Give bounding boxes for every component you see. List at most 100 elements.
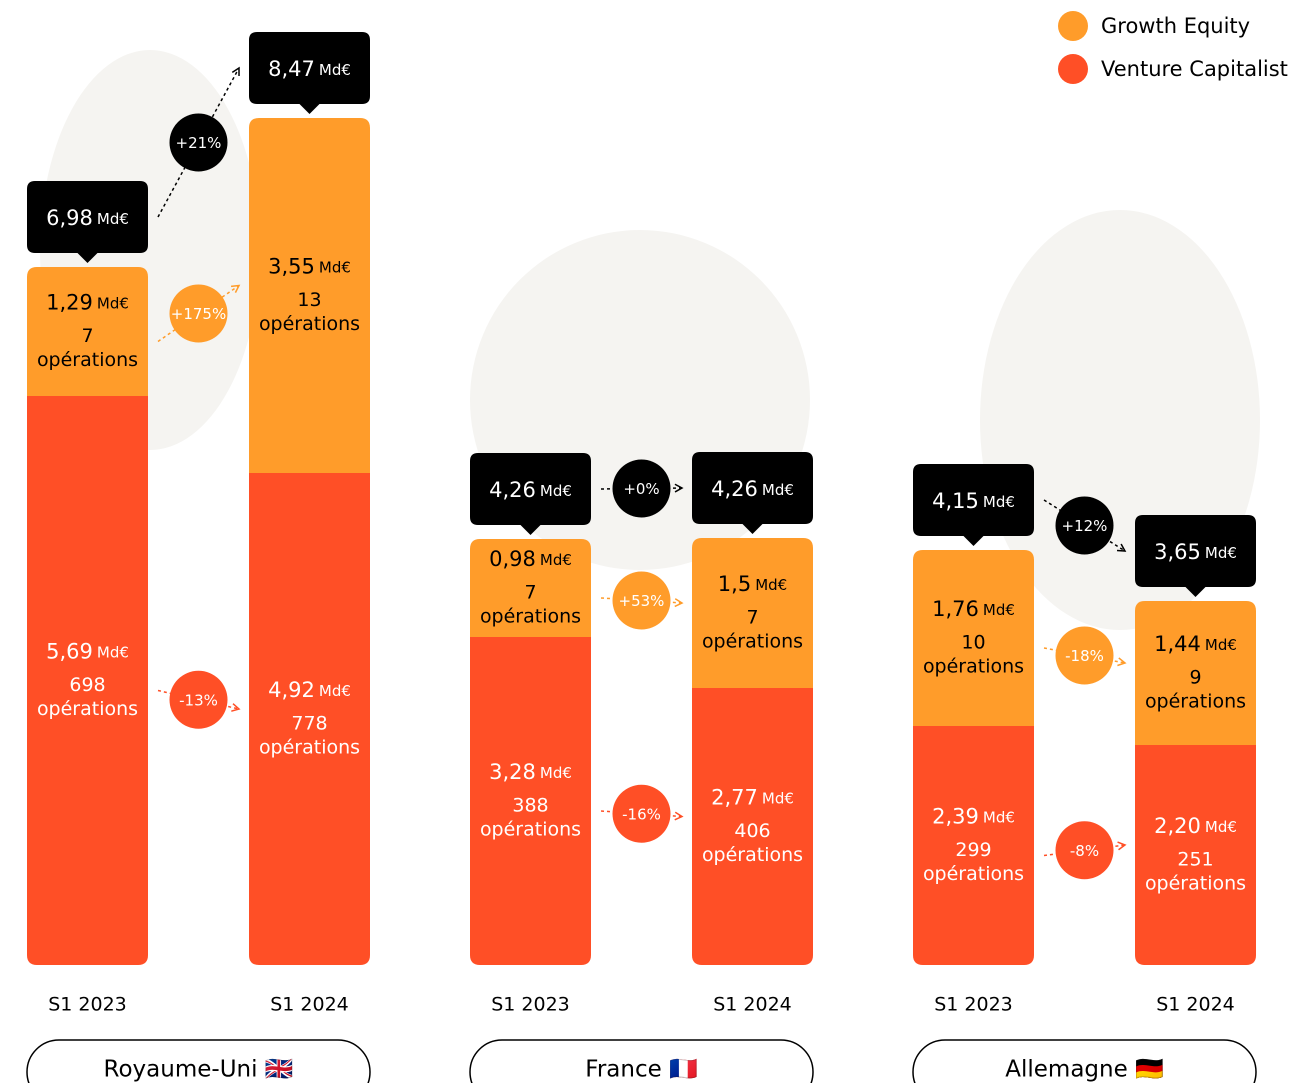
total-badge	[27, 181, 148, 263]
segment-value: 2,20 Md€	[1154, 814, 1237, 838]
segment-value: 2,39 Md€	[932, 805, 1015, 829]
segment-operations-label: opérations	[480, 606, 581, 628]
change-badge	[1055, 496, 1114, 555]
change-badge	[1055, 626, 1114, 685]
total-value-number: 8,47	[268, 57, 315, 81]
change-arrow-head	[674, 598, 684, 608]
bar-segment	[1135, 601, 1256, 745]
total-value-unit: Md€	[1205, 544, 1237, 562]
segment-operations-label: opérations	[480, 819, 581, 841]
bar-segment	[470, 539, 591, 637]
total-value: 4,15 Md€	[932, 489, 1015, 513]
segment-operations-label: opérations	[259, 737, 360, 759]
segment-value: 1,44 Md€	[1154, 632, 1237, 656]
segment-operations-label: opérations	[1145, 873, 1246, 895]
segment-value: 1,76 Md€	[932, 597, 1015, 621]
segment-value: 0,98 Md€	[489, 547, 572, 571]
segment-operations: 10	[961, 632, 985, 654]
change-arrow-head	[674, 811, 684, 821]
total-value: 4,26 Md€	[489, 478, 572, 502]
segment-value-number: 1,29	[46, 291, 93, 315]
change-badge	[1055, 821, 1114, 880]
segment-value-unit: Md€	[540, 764, 572, 782]
segment-value-unit: Md€	[983, 601, 1015, 619]
change-arrow	[1043, 499, 1126, 552]
segment-operations: 9	[1189, 667, 1201, 689]
change-label: -8%	[1070, 842, 1099, 860]
segment-value-number: 2,77	[711, 786, 758, 810]
total-value-number: 4,26	[711, 477, 758, 501]
segment-operations: 7	[81, 325, 93, 347]
segment-value-number: 3,55	[268, 255, 315, 279]
total-badge	[1135, 515, 1256, 597]
segment-value: 3,55 Md€	[268, 255, 351, 279]
change-arrow-head	[231, 703, 241, 712]
segment-value: 3,28 Md€	[489, 760, 572, 784]
x-tick-label: S1 2023	[934, 994, 1013, 1016]
segment-operations-label: opérations	[259, 313, 360, 335]
change-arrow-head	[1117, 841, 1127, 851]
total-value-unit: Md€	[983, 493, 1015, 511]
segment-value-unit: Md€	[983, 808, 1015, 826]
legend-label: Venture Capitalist	[1101, 57, 1288, 81]
segment-value-number: 1,44	[1154, 632, 1201, 656]
segment-value-unit: Md€	[319, 682, 351, 700]
legend-swatch	[1058, 54, 1088, 84]
x-tick-label: S1 2024	[270, 994, 349, 1016]
total-value-number: 4,26	[489, 478, 536, 502]
segment-value: 4,92 Md€	[268, 678, 351, 702]
total-badge	[692, 452, 813, 534]
segment-operations: 7	[746, 607, 758, 629]
change-badge	[612, 459, 671, 518]
bar-segment	[913, 550, 1034, 726]
change-label: +12%	[1062, 517, 1108, 535]
change-arrow-head	[1117, 657, 1127, 667]
segment-value-unit: Md€	[762, 789, 794, 807]
change-badge	[612, 784, 671, 843]
segment-value-number: 1,76	[932, 597, 979, 621]
x-tick-label: S1 2024	[713, 994, 792, 1016]
segment-value-unit: Md€	[540, 551, 572, 569]
segment-operations-label: opérations	[923, 656, 1024, 678]
segment-operations-label: opérations	[702, 844, 803, 866]
bar-segment	[27, 267, 148, 396]
total-value: 4,26 Md€	[711, 477, 794, 501]
total-value-unit: Md€	[762, 481, 794, 499]
segment-value-unit: Md€	[1205, 636, 1237, 654]
segment-operations: 251	[1177, 849, 1213, 871]
bar-segment	[692, 538, 813, 688]
total-value-unit: Md€	[540, 482, 572, 500]
total-value: 3,65 Md€	[1154, 540, 1237, 564]
bar-segment	[470, 637, 591, 965]
x-tick-label: S1 2024	[1156, 994, 1235, 1016]
segment-value-unit: Md€	[319, 258, 351, 276]
x-tick-label: S1 2023	[491, 994, 570, 1016]
segment-operations: 299	[955, 839, 991, 861]
segment-value: 2,77 Md€	[711, 786, 794, 810]
segment-value-number: 1,5	[718, 572, 751, 596]
country-title: Royaume-Uni 🇬🇧	[104, 1057, 294, 1083]
country-pill	[469, 1039, 814, 1083]
legend-label: Growth Equity	[1101, 14, 1250, 38]
total-value-unit: Md€	[97, 210, 129, 228]
total-value-unit: Md€	[319, 61, 351, 79]
country-pill	[26, 1039, 371, 1083]
segment-value-number: 4,92	[268, 678, 315, 702]
segment-value: 5,69 Md€	[46, 640, 129, 664]
bar-segment	[249, 473, 370, 965]
total-badge	[249, 32, 370, 114]
segment-value-number: 2,20	[1154, 814, 1201, 838]
segment-operations-label: opérations	[37, 349, 138, 371]
segment-value-number: 3,28	[489, 760, 536, 784]
change-badge	[169, 284, 228, 343]
total-value-number: 6,98	[46, 206, 93, 230]
total-value: 6,98 Md€	[46, 206, 129, 230]
change-arrow-head	[231, 66, 240, 77]
country-title: Allemagne 🇩🇪	[1005, 1057, 1164, 1083]
segment-value-unit: Md€	[755, 576, 787, 594]
change-arrow-head	[674, 483, 684, 493]
segment-value-unit: Md€	[97, 643, 129, 661]
country-pill	[912, 1039, 1257, 1083]
change-arrow-head	[1116, 543, 1127, 552]
